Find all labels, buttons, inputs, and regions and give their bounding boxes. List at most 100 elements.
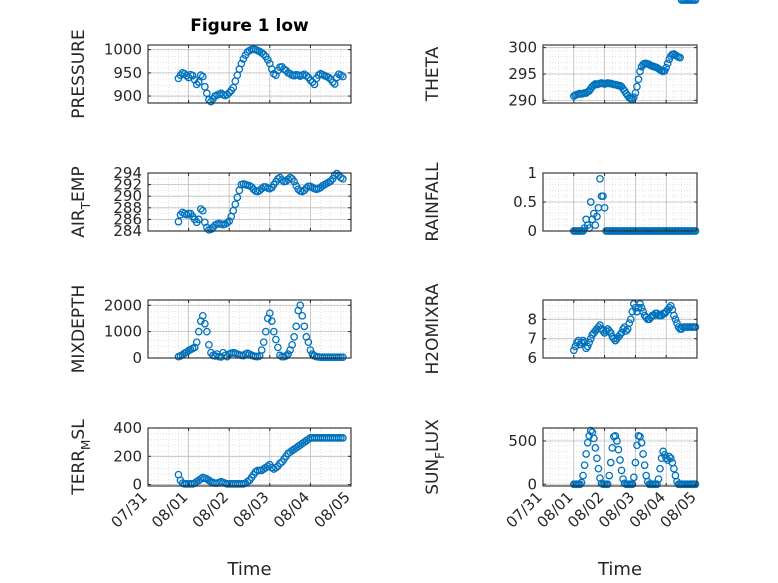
data-point (194, 78, 203, 86)
data-point (594, 464, 603, 473)
data-point (205, 340, 213, 349)
y-tick-label: 0 (527, 475, 537, 493)
data-point (586, 334, 595, 343)
y-axis-label: THETA (423, 46, 443, 102)
data-point (633, 82, 641, 91)
data-point (582, 344, 590, 353)
x-axis-label: Time (597, 559, 642, 580)
data-point (602, 327, 610, 335)
y-tick-label: 1000 (104, 41, 142, 59)
y-tick-label: 295 (508, 65, 537, 83)
data-point (225, 88, 234, 97)
y-axis-label: SUNFLUX (423, 419, 447, 495)
axes-box (147, 427, 352, 487)
data-point (670, 464, 678, 473)
x-tick-label: 08/03 (229, 488, 272, 531)
data-point (654, 475, 663, 483)
data-point (330, 80, 339, 88)
data-point (630, 93, 638, 102)
data-point (591, 221, 600, 230)
data-point (207, 225, 215, 234)
x-axis-label: Time (226, 559, 271, 580)
data-point (200, 82, 209, 91)
data-point (231, 200, 240, 209)
axes-box (147, 172, 352, 232)
data-point (288, 340, 296, 349)
data-point (671, 471, 680, 480)
data-point (593, 454, 601, 463)
axes-box (147, 44, 352, 104)
data-point (265, 309, 274, 318)
data-point (188, 71, 197, 80)
axes-box (542, 299, 698, 359)
data-point (593, 212, 601, 221)
data-point (640, 461, 649, 470)
data-point (596, 474, 604, 483)
data-point (665, 452, 674, 461)
data-point (290, 177, 299, 186)
data-point (691, 0, 700, 4)
data-point (673, 319, 681, 328)
data-point (634, 75, 643, 84)
y-tick-label: 0 (527, 222, 537, 240)
y-tick-label: 200 (113, 447, 142, 465)
x-tick-label: 07/31 (108, 488, 151, 531)
data-point (637, 438, 646, 447)
data-point (339, 353, 347, 362)
x-tick-label: 08/01 (148, 488, 191, 531)
data-point (606, 329, 615, 337)
subplot-4: 0 1000 2000 MIXDEPTH (69, 285, 352, 373)
x-tick-label: 08/04 (270, 488, 313, 531)
data-point (192, 80, 201, 89)
y-tick-label: 7 (527, 330, 537, 348)
data-point (223, 219, 232, 227)
data-point (582, 450, 590, 458)
data-point (630, 473, 638, 482)
axes-box (147, 299, 352, 359)
data-point (282, 352, 290, 360)
data-point (198, 311, 207, 320)
y-tick-label: 288 (113, 199, 142, 217)
y-tick-label: 290 (113, 187, 142, 205)
data-point (670, 311, 678, 320)
data-point (259, 338, 268, 347)
data-point (198, 72, 207, 81)
data-point (579, 471, 587, 480)
data-point (666, 454, 675, 463)
y-tick-label: 284 (113, 222, 142, 240)
data-point (589, 434, 598, 443)
subplot-0: 900 950 1000 PRESSURE Figure 1 low (69, 16, 352, 119)
data-point (239, 55, 248, 63)
data-point (300, 322, 309, 331)
data-point (639, 450, 647, 458)
data-point (666, 301, 675, 310)
data-point (306, 346, 315, 354)
data-point (691, 323, 700, 331)
data-point (223, 90, 232, 99)
y-axis-label: RAINFALL (423, 162, 443, 242)
data-point (606, 458, 615, 467)
y-tick-label: 8 (527, 310, 537, 328)
data-point (229, 206, 238, 215)
data-point (605, 471, 614, 480)
data-point (663, 59, 672, 68)
data-point (569, 346, 578, 355)
data-point (583, 342, 592, 351)
subplot-7: 0500SUNFLUX07/3108/0108/0208/0308/0408/0… (423, 419, 700, 580)
data-point (194, 215, 203, 224)
data-point (267, 317, 276, 325)
data-point (599, 192, 607, 201)
y-tick-label: 290 (508, 91, 537, 109)
data-point (194, 327, 203, 336)
data-point (639, 307, 647, 316)
data-point (671, 315, 680, 324)
data-point (636, 67, 644, 76)
y-axis-label: H2OMIXRA (423, 283, 443, 374)
data-point (190, 75, 199, 84)
data-point (274, 343, 282, 352)
data-point (662, 63, 671, 72)
data-point (300, 186, 309, 195)
data-point (237, 59, 246, 68)
data-point (233, 193, 242, 202)
